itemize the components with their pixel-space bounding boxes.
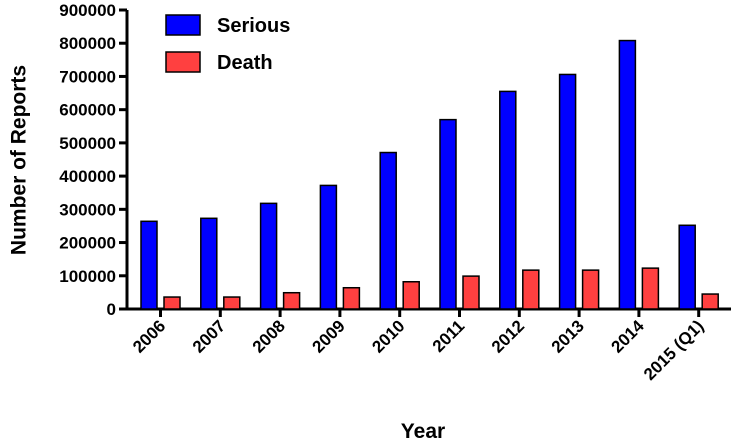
- legend-label-serious: Serious: [217, 15, 290, 37]
- y-tick-label: 600000: [59, 101, 116, 120]
- y-tick-label: 300000: [59, 200, 116, 219]
- x-tick-label: 2008: [249, 316, 289, 356]
- x-axis-title: Year: [401, 420, 445, 442]
- bar-serious-2011: [439, 118, 457, 310]
- bar-death-2012: [522, 269, 540, 310]
- bar-death-2008: [282, 291, 301, 310]
- legend-label-death: Death: [217, 52, 273, 74]
- y-tick-label: 200000: [59, 234, 116, 253]
- bar-death-2013: [581, 269, 600, 310]
- bar-serious-2010: [379, 151, 397, 310]
- bar-serious-2007: [200, 217, 218, 310]
- bar-death-2009: [342, 286, 361, 310]
- x-tick-label: 2007: [189, 316, 229, 356]
- x-tick-label: 2010: [368, 316, 408, 356]
- bar-death-2006: [163, 296, 181, 310]
- bar-death-2014: [641, 267, 660, 310]
- bar-death-2010: [402, 281, 420, 310]
- bar-serious-2008: [259, 202, 278, 310]
- x-tick-label: 2006: [129, 316, 169, 356]
- bar-serious-2013: [558, 73, 577, 310]
- x-tick-label: 2009: [309, 316, 349, 356]
- bar-serious-2012: [499, 90, 517, 310]
- y-tick-label: 0: [107, 300, 116, 319]
- y-tick-label: 900000: [59, 1, 116, 20]
- bar-death-2015-Q1: [701, 293, 719, 310]
- y-tick-label: 100000: [59, 267, 116, 286]
- y-axis: 0 100000 200000 300000 400000 500000 600000 700…: [59, 1, 129, 319]
- x-tick-label: 2012: [488, 316, 528, 356]
- bar-serious-2015-Q1: [678, 224, 696, 310]
- bars: [140, 39, 719, 310]
- bar-death-2011: [462, 275, 480, 310]
- x-tick-label: 2015 (Q1): [640, 316, 708, 384]
- bar-death-2007: [223, 296, 241, 310]
- y-tick-label: 800000: [59, 34, 116, 53]
- y-tick-label: 700000: [59, 67, 116, 86]
- legend: Serious Death: [165, 14, 290, 74]
- bar-serious-2009: [319, 184, 338, 310]
- legend-swatch-death: [165, 51, 201, 73]
- y-tick-label: 500000: [59, 134, 116, 153]
- x-tick-label: 2014: [608, 316, 649, 357]
- legend-swatch-serious: [165, 14, 201, 36]
- y-axis-title: Number of Reports: [7, 65, 30, 255]
- x-tick-label: 2011: [429, 316, 469, 356]
- bar-serious-2014: [618, 39, 637, 310]
- y-tick-label: 400000: [59, 167, 116, 186]
- bar-serious-2006: [140, 220, 158, 310]
- x-tick-label: 2013: [548, 316, 588, 356]
- x-axis: 2006 2007 2008 2009 2010 2011 2012 2013 20142015…: [126, 307, 731, 384]
